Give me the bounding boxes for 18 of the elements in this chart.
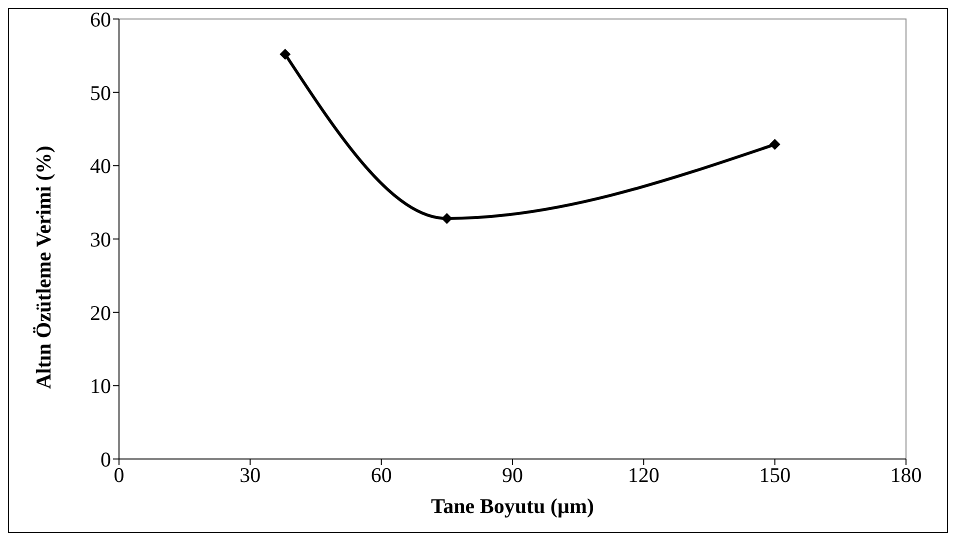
y-tick-label: 0: [100, 447, 111, 472]
y-tick-label: 50: [90, 80, 111, 105]
y-tick-label: 30: [90, 227, 111, 252]
point: [280, 48, 291, 60]
y-axis-title: Altın Özütleme Verimi (%): [31, 146, 56, 389]
y-tick-label: 40: [90, 154, 111, 178]
y-tick-label: 10: [90, 374, 111, 398]
x-tick-label: 150: [759, 462, 791, 487]
x-tick-label: 30: [240, 462, 261, 487]
x-axis-title: Tane Boyutu (µm): [430, 494, 594, 518]
x-tick-label: 120: [628, 462, 660, 487]
point: [769, 138, 780, 150]
y-tick-label: 60: [90, 7, 111, 32]
x-tick-label: 180: [890, 462, 922, 487]
x-tick-label: 60: [370, 462, 392, 487]
y-tick-label: 20: [90, 300, 111, 325]
point: [441, 212, 452, 224]
x-tick-label: 90: [502, 462, 523, 487]
